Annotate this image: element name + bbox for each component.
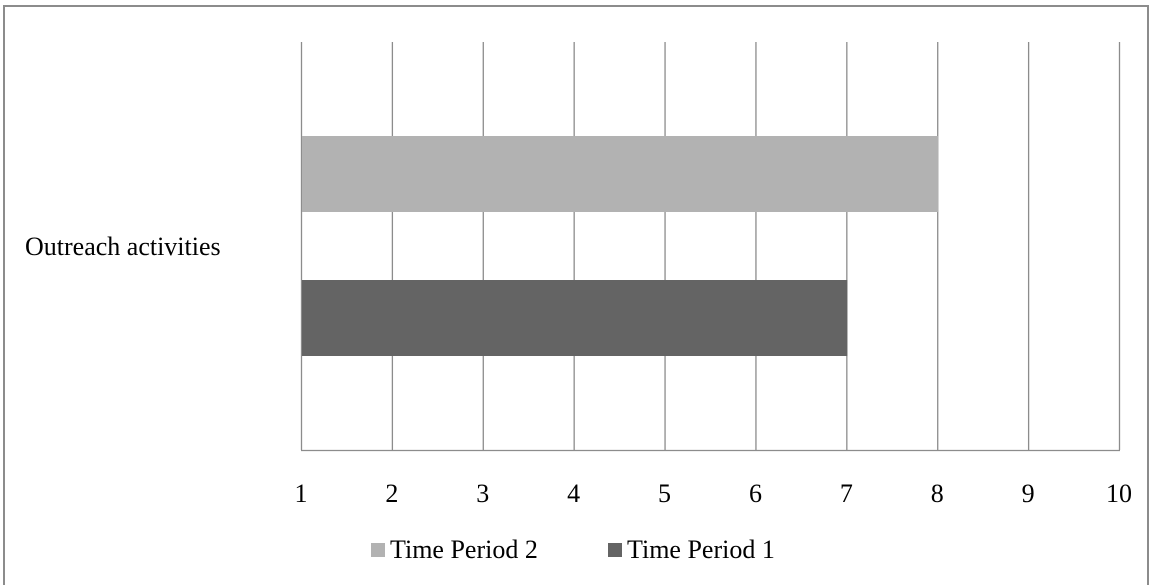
x-tick-label-4: 4 [567, 479, 580, 508]
legend-label-time-period-2: Time Period 2 [390, 535, 538, 564]
x-tick-label-7: 7 [840, 479, 853, 508]
bars-layer [302, 136, 939, 356]
bar-time-period-2 [302, 136, 939, 212]
bar-time-period-1 [302, 280, 848, 356]
x-tick-label-1: 1 [295, 479, 308, 508]
x-tick-label-10: 10 [1106, 479, 1132, 508]
x-tick-label-3: 3 [476, 479, 489, 508]
legend-swatch-time-period-1 [608, 543, 622, 557]
x-tick-label-2: 2 [385, 479, 398, 508]
x-axis-ticks: 1 2 3 4 5 6 7 8 9 10 [295, 479, 1133, 508]
legend: Time Period 2 Time Period 1 [371, 535, 775, 564]
x-tick-label-8: 8 [931, 479, 944, 508]
legend-label-time-period-1: Time Period 1 [627, 535, 775, 564]
category-label: Outreach activities [25, 232, 221, 261]
x-tick-label-6: 6 [749, 479, 762, 508]
x-tick-label-9: 9 [1022, 479, 1035, 508]
grid-layer [300, 42, 1121, 452]
chart-frame [3, 5, 1149, 585]
legend-swatch-time-period-2 [371, 543, 385, 557]
y-axis-categories: Outreach activities [25, 232, 221, 261]
x-tick-label-5: 5 [658, 479, 671, 508]
